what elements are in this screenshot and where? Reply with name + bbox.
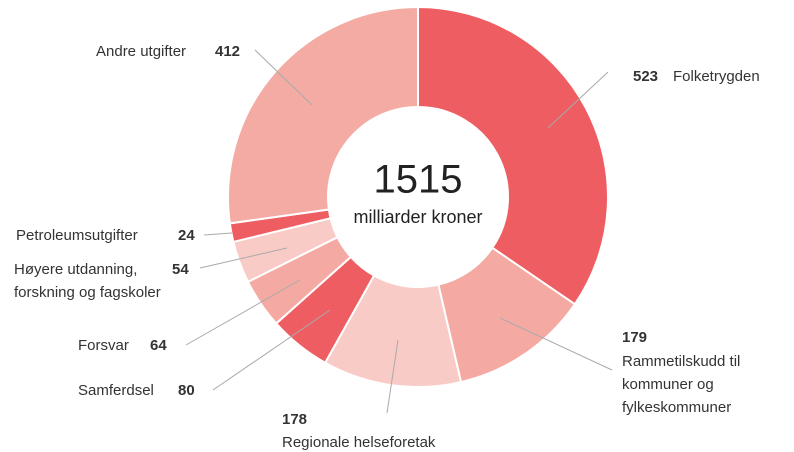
leader-line <box>203 232 233 236</box>
category-label: forskning og fagskoler <box>14 284 161 301</box>
leader-line <box>547 71 609 129</box>
category-label: fylkeskommuner <box>622 399 731 416</box>
category-label: Andre utgifter <box>96 43 186 60</box>
category-label: Samferdsel <box>78 382 154 399</box>
leader-line <box>499 317 613 371</box>
value-label: 179 <box>622 329 647 346</box>
leader-line <box>212 309 331 391</box>
labels: 523 Folketrygden 179 Rammetilskudd til kommu… <box>14 43 760 451</box>
category-label: Regionale helseforetak <box>282 434 436 451</box>
leader-line <box>254 49 313 106</box>
center-value: 1515 <box>374 158 463 202</box>
slice <box>417 5 609 306</box>
category-label: kommuner og <box>622 376 714 393</box>
leader-line <box>185 279 301 346</box>
slice <box>227 5 419 225</box>
category-label: Rammetilskudd til <box>622 353 740 370</box>
category-label: Forsvar <box>78 337 129 354</box>
value-label: 178 <box>282 411 307 428</box>
leader-line <box>199 247 288 269</box>
value-label: 64 <box>150 337 167 354</box>
value-label: 54 <box>172 261 189 278</box>
category-label: Høyere utdanning, <box>14 261 137 278</box>
value-label: 24 <box>178 227 195 244</box>
center-label: milliarder kroner <box>353 207 482 227</box>
category-label: Folketrygden <box>673 68 760 85</box>
value-label: 80 <box>178 382 195 399</box>
slices <box>227 5 609 388</box>
value-label: 523 <box>633 68 658 85</box>
leader-line <box>386 339 399 414</box>
value-label: 412 <box>215 43 240 60</box>
category-label: Petroleumsutgifter <box>16 227 138 244</box>
